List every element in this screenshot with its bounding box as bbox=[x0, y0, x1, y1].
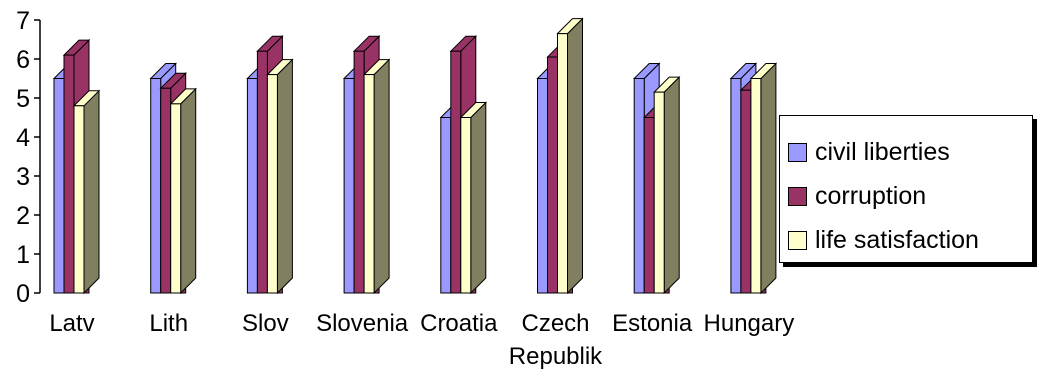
legend-item-life-satisfaction: life satisfaction bbox=[788, 218, 1032, 262]
x-tick-label-latv: Latv bbox=[49, 310, 94, 337]
bar-life-satisfaction-croatia bbox=[460, 117, 472, 294]
bar-civil-liberties-latv bbox=[53, 78, 65, 294]
y-tick-label: 5 bbox=[16, 85, 30, 113]
bar-civil-liberties-croatia bbox=[440, 117, 452, 294]
bar-side-life-satisfaction-slov bbox=[276, 58, 293, 295]
bar-life-satisfaction-estonia bbox=[653, 91, 665, 294]
bar-side-life-satisfaction-slovenia bbox=[373, 58, 390, 295]
x-tick-label-lith: Lith bbox=[149, 310, 188, 337]
legend-swatch-corruption bbox=[788, 186, 807, 206]
bar-corruption-czech bbox=[547, 56, 558, 294]
y-tick-label: 6 bbox=[16, 46, 30, 74]
legend-label-civil-liberties: civil liberties bbox=[815, 137, 950, 166]
bar-life-satisfaction-lith bbox=[170, 103, 182, 294]
x-tick-label-slov: Slov bbox=[242, 310, 289, 337]
bar-side-life-satisfaction-czech bbox=[567, 17, 583, 295]
bar-corruption-hungary bbox=[740, 89, 752, 294]
legend-label-life-satisfaction: life satisfaction bbox=[815, 225, 979, 254]
bar-civil-liberties-slov bbox=[246, 78, 258, 294]
legend-swatch-life-satisfaction bbox=[788, 230, 807, 250]
bar-corruption-slovenia bbox=[353, 50, 365, 294]
bar-corruption-slov bbox=[256, 50, 268, 294]
legend-label-corruption: corruption bbox=[815, 181, 927, 210]
x-tick-label-estonia: Estonia bbox=[612, 310, 693, 337]
bar-civil-liberties-lith bbox=[150, 78, 162, 294]
bar-civil-liberties-estonia bbox=[633, 78, 645, 294]
x-tick-label-croatia: Croatia bbox=[420, 310, 498, 337]
bar-side-life-satisfaction-hungary bbox=[760, 62, 777, 295]
bar-side-life-satisfaction-estonia bbox=[663, 75, 680, 295]
bar-life-satisfaction-hungary bbox=[750, 78, 762, 294]
bar-side-life-satisfaction-latv bbox=[83, 89, 100, 295]
y-tick-label: 0 bbox=[16, 280, 30, 308]
bar-corruption-croatia bbox=[450, 50, 462, 294]
bar-side-life-satisfaction-croatia bbox=[470, 101, 487, 295]
bar-life-satisfaction-latv bbox=[73, 105, 85, 294]
y-tick-label: 3 bbox=[16, 163, 30, 191]
y-tick-label: 4 bbox=[16, 124, 30, 152]
bar-life-satisfaction-slovenia bbox=[363, 74, 375, 294]
bar-life-satisfaction-czech bbox=[557, 33, 568, 294]
bar-civil-liberties-slovenia bbox=[343, 78, 355, 294]
legend-item-corruption: corruption bbox=[788, 174, 1032, 218]
bar-corruption-latv bbox=[63, 54, 75, 294]
legend-item-civil-liberties: civil liberties bbox=[788, 130, 1032, 174]
bar-life-satisfaction-slov bbox=[266, 74, 278, 294]
y-tick-label: 2 bbox=[16, 202, 30, 230]
bar-corruption-estonia bbox=[643, 117, 655, 294]
x-tick-label-hungary: Hungary bbox=[704, 310, 795, 337]
x-tick-label-line2-czech: Republik bbox=[509, 343, 603, 370]
legend-swatch-civil-liberties bbox=[788, 142, 807, 162]
bar-corruption-lith bbox=[160, 87, 172, 294]
legend: civil liberties corruption life satisfac… bbox=[779, 115, 1033, 263]
bar-side-life-satisfaction-lith bbox=[180, 87, 197, 295]
bar-civil-liberties-hungary bbox=[730, 78, 742, 294]
x-tick-label-czech: Czech bbox=[521, 310, 589, 337]
x-tick-label-slovenia: Slovenia bbox=[316, 310, 409, 337]
y-tick-label: 1 bbox=[16, 241, 30, 269]
y-tick-label: 7 bbox=[16, 7, 30, 35]
bar-civil-liberties-czech bbox=[537, 78, 548, 294]
